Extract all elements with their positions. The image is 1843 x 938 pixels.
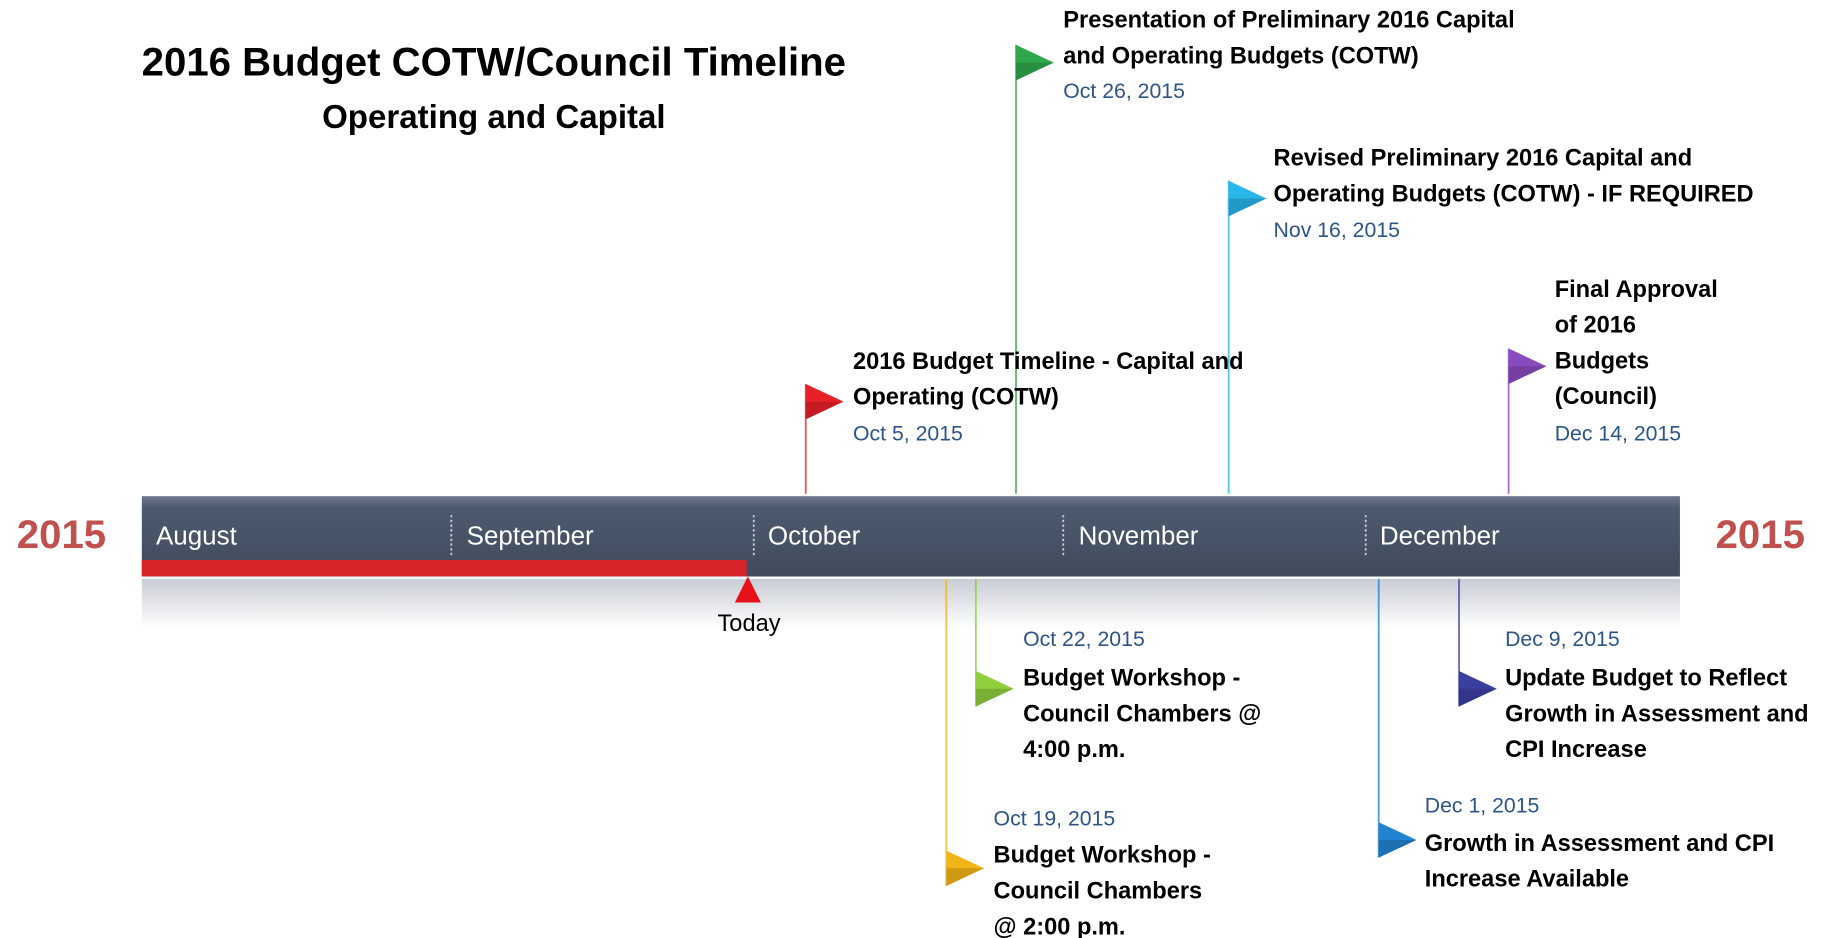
event-flag-shade [1378, 839, 1417, 858]
event-flag-shade [975, 688, 1014, 707]
today-label: Today [718, 611, 781, 637]
event-flag-shade [1508, 366, 1547, 384]
event-date: Nov 16, 2015 [1274, 218, 1400, 242]
event-label: Increase Available [1425, 867, 1629, 893]
event-flag [1228, 180, 1267, 217]
event-date: Dec 1, 2015 [1425, 793, 1540, 817]
event-label: Budgets [1555, 348, 1649, 374]
event-flag [1378, 822, 1417, 858]
event-label: Council Chambers [994, 879, 1203, 905]
event-label: Operating Budgets (COTW) - IF REQUIRED [1274, 182, 1754, 208]
event-flag-shade [1016, 62, 1054, 81]
event-flag [805, 383, 844, 420]
event-label: Budget Workshop - [994, 843, 1211, 869]
event-flag-shade [805, 401, 844, 420]
event-label: Presentation of Preliminary 2016 Capital [1063, 7, 1514, 33]
event-label: Budget Workshop - [1023, 666, 1240, 692]
event-label: Final Approval [1555, 277, 1718, 303]
event-label: Growth in Assessment and [1505, 701, 1809, 727]
event-flag [1016, 44, 1054, 81]
event-date: Oct 19, 2015 [994, 806, 1116, 830]
event-label: of 2016 [1555, 313, 1636, 339]
event-label: 2016 Budget Timeline - Capital and [853, 349, 1244, 375]
event-flag [1459, 671, 1497, 707]
event-flag-shade [1459, 688, 1497, 707]
event-date: Oct 5, 2015 [853, 421, 963, 445]
event-flag [946, 850, 985, 887]
event-label: Council Chambers @ [1023, 701, 1261, 727]
month-label: November [1079, 520, 1199, 550]
event-label: 4:00 p.m. [1023, 737, 1125, 763]
event-label: Update Budget to Reflect [1505, 666, 1787, 692]
month-label: December [1380, 520, 1500, 550]
event-flag-shade [946, 868, 985, 887]
month-label: August [156, 520, 238, 550]
event-label: Revised Preliminary 2016 Capital and [1274, 146, 1693, 172]
event-label: CPI Increase [1505, 737, 1647, 763]
event-label: and Operating Budgets (COTW) [1063, 43, 1418, 69]
month-label: October [768, 520, 861, 550]
year-left: 2015 [17, 512, 106, 557]
month-label: September [467, 520, 594, 550]
today-marker [734, 576, 761, 603]
event-date: Oct 22, 2015 [1023, 627, 1145, 651]
event-label: (Council) [1555, 384, 1657, 410]
event-label: Operating (COTW) [853, 385, 1059, 411]
event-flag [1508, 348, 1547, 384]
event-date: Dec 14, 2015 [1555, 421, 1681, 445]
year-right: 2015 [1716, 512, 1805, 557]
event-flag-shade [1228, 198, 1267, 217]
bar-reflection [141, 578, 1680, 629]
title: 2016 Budget COTW/Council Timeline [142, 40, 846, 85]
event-label: @ 2:00 p.m. [994, 914, 1126, 938]
event-date: Dec 9, 2015 [1505, 627, 1620, 651]
event-flag [975, 671, 1014, 707]
progress-bar [141, 559, 747, 577]
event-label: Growth in Assessment and CPI [1425, 831, 1774, 857]
subtitle: Operating and Capital [322, 99, 666, 136]
event-date: Oct 26, 2015 [1063, 79, 1185, 103]
